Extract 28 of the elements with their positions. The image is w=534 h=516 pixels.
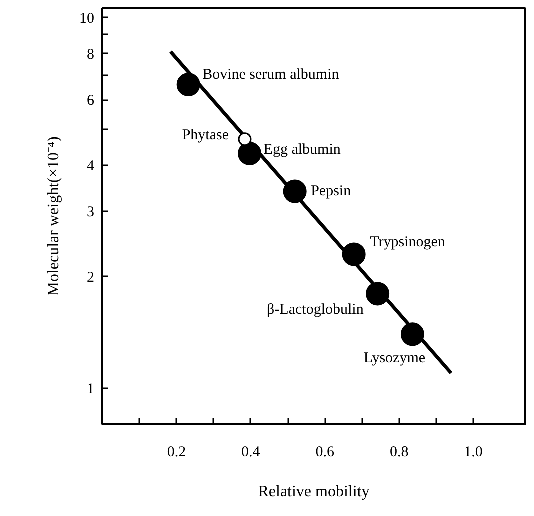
annotation: Bovine serum albumin	[202, 66, 340, 83]
point	[342, 242, 366, 266]
point	[176, 73, 200, 97]
y-tick-label: 8	[87, 46, 94, 63]
x-tick-label: 0.8	[390, 444, 409, 460]
x-tick-label: 0.4	[242, 444, 261, 460]
annotation: Lysozyme	[364, 350, 426, 366]
point	[238, 142, 262, 166]
annotation: Phytase	[182, 127, 230, 144]
point	[400, 322, 424, 346]
y-tick-label: 6	[87, 93, 95, 110]
x-axis-title: Relative mobility	[258, 484, 370, 500]
y-tick-label: 1	[87, 382, 94, 398]
point	[238, 132, 252, 146]
y-axis-title: Molecular weight(×10⁻⁴)	[46, 136, 62, 296]
annotation: β-Lactoglobulin	[267, 302, 364, 318]
annotation: Pepsin	[311, 184, 352, 200]
annotation: Egg albumin	[264, 142, 342, 158]
x-tick-label: 0.2	[167, 444, 186, 460]
point	[283, 180, 307, 204]
y-tick-label: 10	[80, 10, 94, 27]
y-tick-label: 2	[87, 270, 94, 286]
y-tick-label: 3	[87, 204, 94, 221]
point	[366, 282, 390, 306]
annotation: Trypsinogen	[370, 234, 446, 250]
y-tick-label: 4	[87, 158, 95, 174]
text: 1.0	[464, 444, 483, 460]
x-tick-label: 0.6	[316, 444, 336, 460]
